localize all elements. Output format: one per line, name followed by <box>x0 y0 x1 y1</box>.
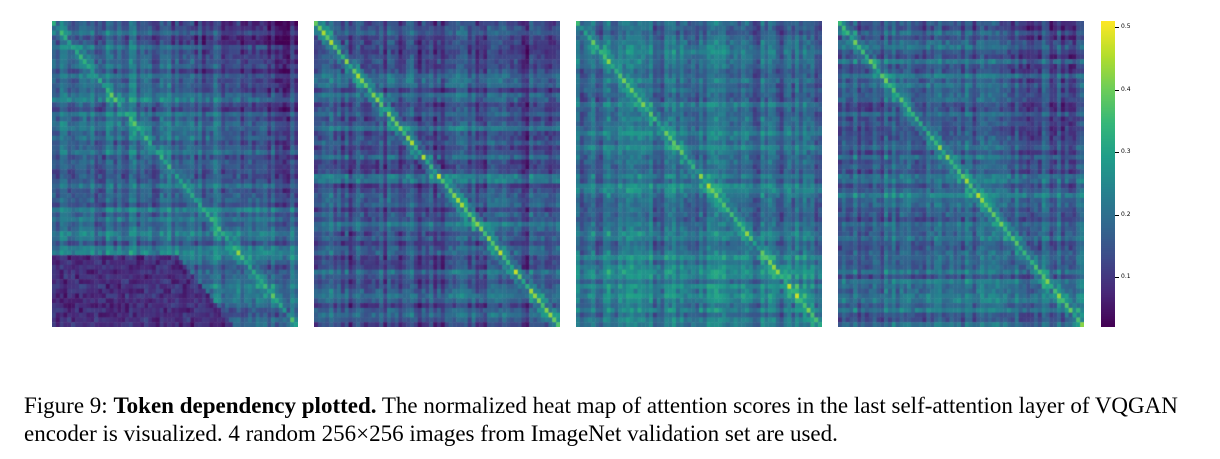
figure-text: The normalized heat map of attention sco… <box>24 393 1178 446</box>
heatmap-panel-1 <box>52 21 298 327</box>
colorbar-tick-label: 0.5 <box>1121 23 1131 30</box>
colorbar-tick-label: 0.3 <box>1121 148 1131 155</box>
heatmap-canvas <box>838 21 1084 327</box>
colorbar-gradient <box>1101 21 1115 327</box>
figure-caption: Figure 9: Token dependency plotted. The … <box>24 392 1216 448</box>
heatmap-canvas <box>52 21 298 327</box>
colorbar-tick-label: 0.4 <box>1121 86 1131 93</box>
colorbar-tick-label: 0.2 <box>1121 211 1131 218</box>
colorbar-tick-label: 0.1 <box>1121 273 1131 280</box>
heatmap-panel-2 <box>314 21 560 327</box>
heatmap-panel-4 <box>838 21 1084 327</box>
heatmap-panel-3 <box>576 21 822 327</box>
heatmap-canvas <box>314 21 560 327</box>
heatmap-canvas <box>576 21 822 327</box>
colorbar <box>1101 21 1115 327</box>
figure-title: Token dependency plotted. <box>113 393 377 418</box>
figure-label: Figure 9: <box>24 393 108 418</box>
